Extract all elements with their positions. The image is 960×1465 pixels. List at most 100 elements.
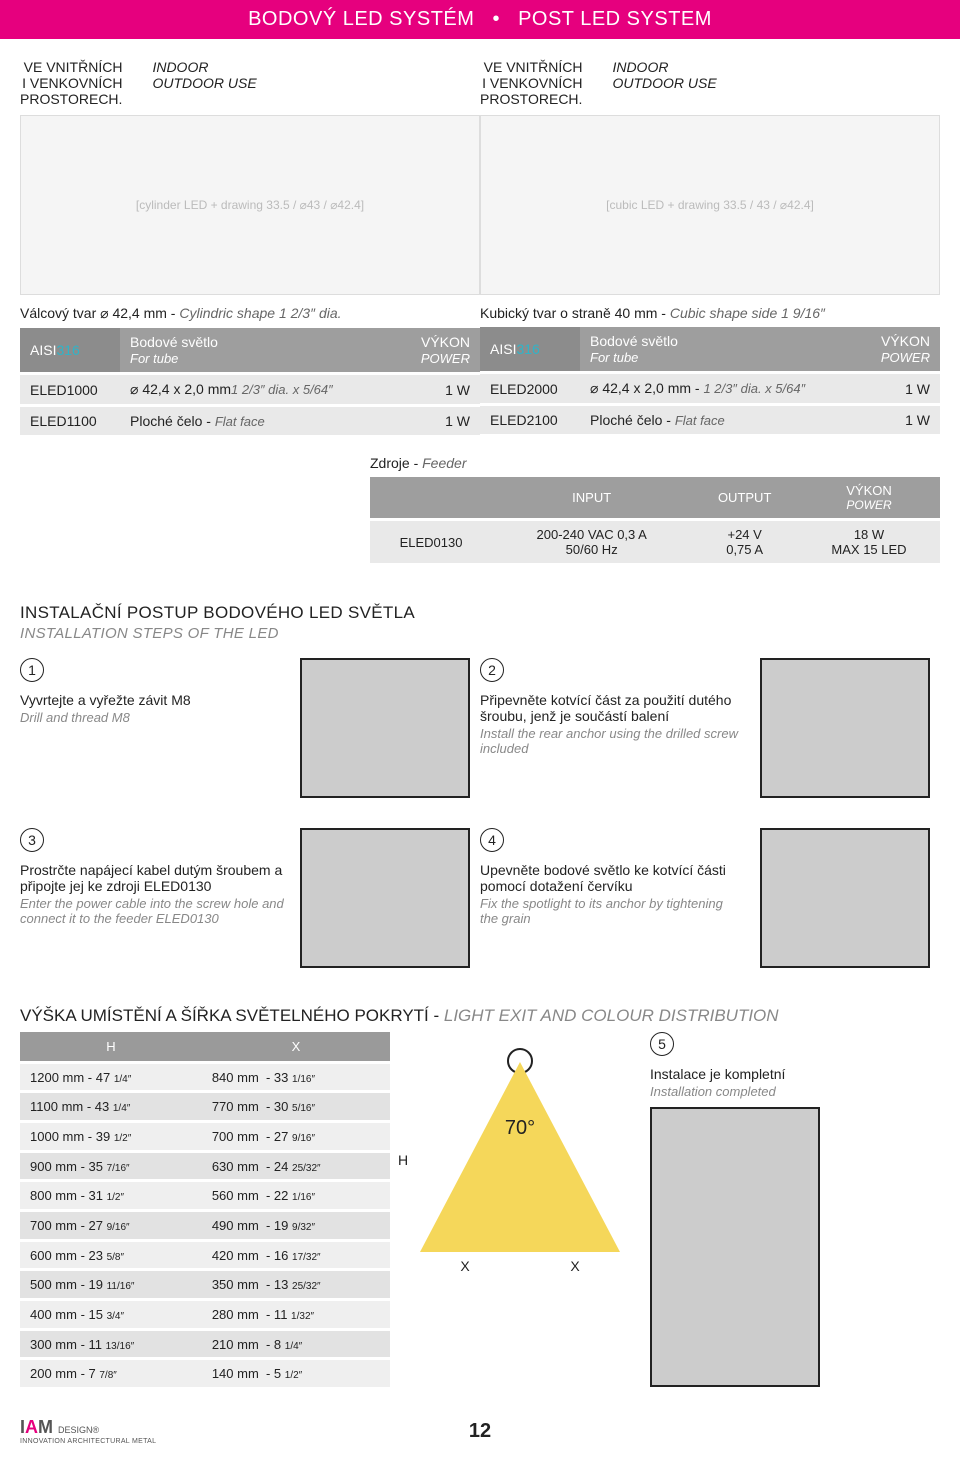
products-row: VE VNITŘNÍCH I VENKOVNÍCH PROSTORECH. IN… (0, 39, 960, 445)
hdr-power2: VÝKONPOWER (858, 327, 940, 373)
cube-desc: Kubický tvar o straně 40 mm - Cubic shap… (480, 305, 940, 321)
hx-h: 600 mm - 23 5/8″ (20, 1240, 202, 1270)
steps-grid: 1Vyvrtejte a vyřežte závit M8Drill and t… (0, 648, 960, 988)
hx-h: 700 mm - 27 9/16″ (20, 1211, 202, 1241)
product-cube: VE VNITŘNÍCH I VENKOVNÍCH PROSTORECH. IN… (480, 59, 940, 435)
step-cz: Prostrčte napájecí kabel dutým šroubem a… (20, 862, 284, 894)
hx-x: 840 mm - 33 1/16″ (202, 1062, 390, 1092)
step-5: 5 Instalace je kompletní Installation co… (650, 1032, 940, 1387)
spec-code: ELED2000 (480, 373, 580, 405)
spec-power: 1 W (858, 405, 940, 435)
step-5-image (650, 1107, 820, 1387)
step-image (300, 828, 470, 968)
hdr-power: VÝKONPOWER (395, 328, 480, 374)
cube-desc-en: Cubic shape side 1 9/16″ (670, 305, 825, 321)
footer: IAM DESIGN® INNOVATION ARCHITECTURAL MET… (0, 1407, 960, 1465)
feeder-h-power: VÝKONPOWER (798, 477, 940, 520)
step-num: 2 (480, 658, 504, 682)
usage-cz: VE VNITŘNÍCH I VENKOVNÍCH PROSTORECH. (20, 59, 122, 107)
install-step: 4 Upevněte bodové světlo ke kotvící části… (480, 818, 940, 988)
step-cz: Vyvrtejte a vyřežte závit M8 (20, 692, 284, 708)
cylinder-image: [cylinder LED + drawing 33.5 / ⌀43 / ⌀42… (20, 115, 480, 295)
hx-h: 1000 mm - 39 1/2″ (20, 1122, 202, 1152)
install-step: 3 Prostrčte napájecí kabel dutým šroubem … (20, 818, 480, 988)
step-en: Fix the spotlight to its anchor by tight… (480, 896, 744, 926)
feeder-output: +24 V 0,75 A (691, 520, 798, 564)
usage-en: INDOOR OUTDOOR USE (152, 59, 256, 107)
spec-val: Ploché čelo - Flat face (120, 406, 395, 436)
step-en: Enter the power cable into the screw hol… (20, 896, 284, 926)
product-cylinder: VE VNITŘNÍCH I VENKOVNÍCH PROSTORECH. IN… (20, 59, 480, 435)
spec-code: ELED2100 (480, 405, 580, 435)
step-num: 1 (20, 658, 44, 682)
step-en: Install the rear anchor using the drille… (480, 726, 744, 756)
step-num: 3 (20, 828, 44, 852)
cube-table: AISI316 Bodové světloFor tube VÝKONPOWER… (480, 327, 940, 434)
spec-code: ELED1100 (20, 406, 120, 436)
step-image (760, 828, 930, 968)
beam-x-1: X (460, 1258, 469, 1274)
header-en: POST LED SYSTEM (518, 8, 712, 30)
cube-desc-cz: Kubický tvar o straně 40 mm - (480, 305, 670, 321)
feeder-h-input: INPUT (492, 477, 691, 520)
spec-val: Ploché čelo - Flat face (580, 405, 858, 435)
header-cz: BODOVÝ LED SYSTÉM (248, 8, 474, 30)
beam-x-2: X (570, 1258, 579, 1274)
beam-cone (420, 1062, 620, 1252)
feeder-code: ELED0130 (370, 520, 492, 564)
feeder-input: 200-240 VAC 0,3 A 50/60 Hz (492, 520, 691, 564)
spec-code: ELED1000 (20, 374, 120, 406)
step-cz: Připevněte kotvící část za použití dutéh… (480, 692, 744, 724)
feeder-section: Zdroje - Feeder INPUT OUTPUT VÝKONPOWER … (0, 445, 960, 583)
hx-h: 900 mm - 35 7/16″ (20, 1151, 202, 1181)
cylinder-desc: Válcový tvar ⌀ 42,4 mm - Cylindric shape… (20, 305, 480, 322)
hx-x: 630 mm - 24 25/32″ (202, 1151, 390, 1181)
beam-angle: 70° (505, 1117, 535, 1140)
hx-x: 420 mm - 16 17/32″ (202, 1240, 390, 1270)
page-header: BODOVÝ LED SYSTÉM • POST LED SYSTEM (0, 0, 960, 39)
aisi-cell2: AISI316 (480, 327, 580, 373)
hx-x-hdr: X (202, 1032, 390, 1062)
feeder-table: INPUT OUTPUT VÝKONPOWER ELED0130 200-240… (370, 477, 940, 563)
hx-x: 280 mm - 11 1/32″ (202, 1300, 390, 1330)
cylinder-table: AISI316 Bodové světloFor tube VÝKONPOWER… (20, 328, 480, 435)
hx-h-hdr: H (20, 1032, 202, 1062)
hx-h: 400 mm - 15 3/4″ (20, 1300, 202, 1330)
install-step: 2 Připevněte kotvící část za použití duté… (480, 648, 940, 818)
feeder-h-output: OUTPUT (691, 477, 798, 520)
feeder-blank (370, 477, 492, 520)
spec-power: 1 W (395, 374, 480, 406)
step-num: 4 (480, 828, 504, 852)
spec-power: 1 W (858, 373, 940, 405)
feeder-title: Zdroje - Feeder (370, 455, 940, 471)
beam-h-label: H (398, 1152, 408, 1168)
hx-table: HX 1200 mm - 47 1/4″840 mm - 33 1/16″110… (20, 1032, 390, 1387)
step-image (300, 658, 470, 798)
hx-h: 200 mm - 7 7/8″ (20, 1359, 202, 1387)
spec-val: ⌀ 42,4 x 2,0 mm1 2/3″ dia. x 5/64″ (120, 374, 395, 406)
logo: IAM DESIGN® INNOVATION ARCHITECTURAL MET… (20, 1417, 156, 1445)
hx-title: VÝŠKA UMÍSTĚNÍ A ŠÍŘKA SVĚTELNÉHO POKRYT… (0, 988, 960, 1032)
step-image (760, 658, 930, 798)
hx-h: 500 mm - 19 11/16″ (20, 1270, 202, 1300)
logo-tagline: INNOVATION ARCHITECTURAL METAL (20, 1438, 156, 1445)
step-5-num: 5 (650, 1032, 674, 1056)
cyl-desc-cz: Válcový tvar ⌀ 42,4 mm - (20, 305, 179, 321)
install-step: 1Vyvrtejte a vyřežte závit M8Drill and t… (20, 648, 480, 818)
header-sep: • (492, 8, 500, 30)
step-cz: Upevněte bodové světlo ke kotvící části … (480, 862, 744, 894)
hx-x: 490 mm - 19 9/32″ (202, 1211, 390, 1241)
hx-x: 700 mm - 27 9/16″ (202, 1122, 390, 1152)
install-title: INSTALAČNÍ POSTUP BODOVÉHO LED SVĚTLA IN… (0, 583, 960, 648)
beam-diagram: 70° H XX (410, 1032, 630, 1387)
hx-x: 350 mm - 13 25/32″ (202, 1270, 390, 1300)
spec-val: ⌀ 42,4 x 2,0 mm - 1 2/3″ dia. x 5/64″ (580, 373, 858, 405)
hx-x: 140 mm - 5 1/2″ (202, 1359, 390, 1387)
bottom-row: HX 1200 mm - 47 1/4″840 mm - 33 1/16″110… (0, 1032, 960, 1407)
cube-image: [cubic LED + drawing 33.5 / 43 / ⌀42.4] (480, 115, 940, 295)
usage-cz2: VE VNITŘNÍCH I VENKOVNÍCH PROSTORECH. (480, 59, 582, 107)
step-5-cz: Instalace je kompletní (650, 1066, 940, 1082)
hdr-tube2: Bodové světloFor tube (580, 327, 858, 373)
hx-x: 770 mm - 30 5/16″ (202, 1092, 390, 1122)
hx-h: 300 mm - 11 13/16″ (20, 1329, 202, 1359)
